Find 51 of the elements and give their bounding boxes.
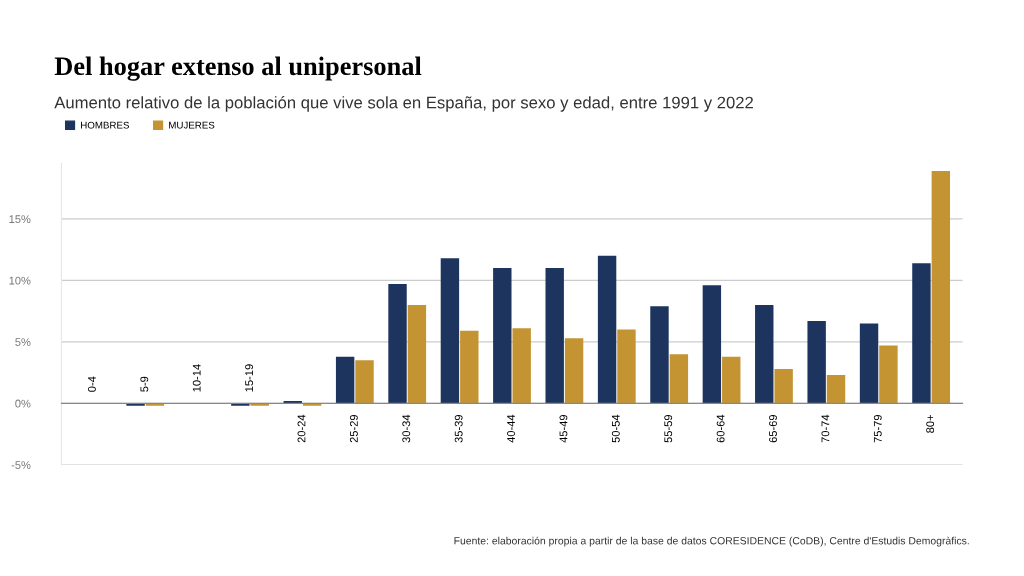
x-tick-label: 50-54: [611, 414, 620, 443]
y-tick-label: 5%: [15, 338, 31, 347]
bar: [355, 360, 374, 404]
bar: [807, 320, 826, 404]
chart-subtitle: Aumento relativo de la población que vive sola en España, por sexo y edad, entre 1991 y 2022: [54, 96, 753, 112]
bar: [859, 323, 879, 404]
x-tick-label: 65-69: [769, 414, 777, 443]
x-tick-label: 45-49: [559, 414, 568, 443]
x-tick-label: 15-19: [245, 364, 254, 392]
x-tick-label: 70-74: [821, 414, 830, 443]
x-tick-label: 25-29: [349, 414, 358, 443]
bar: [669, 354, 689, 404]
y-tick-label: 10%: [9, 276, 31, 285]
bar: [493, 268, 512, 404]
x-tick-label: 80+: [926, 415, 935, 433]
x-tick-label: 10-14: [192, 364, 201, 392]
x-tick-label: 60-64: [716, 414, 725, 443]
x-tick-label: 0-4: [87, 376, 96, 392]
bar: [512, 328, 531, 404]
x-tick-label: 30-34: [402, 414, 411, 443]
bar: [440, 258, 460, 404]
x-tick-label: 35-39: [454, 414, 463, 443]
x-tick-label: 55-59: [664, 414, 673, 443]
bar: [755, 304, 774, 404]
bar: [879, 345, 898, 404]
legend-label: MUJERES: [169, 121, 215, 129]
x-tick-label: 40-44: [507, 414, 515, 443]
bar: [826, 375, 846, 404]
x-tick-label: 75-79: [873, 414, 882, 443]
y-tick-label: 15%: [9, 215, 31, 224]
bar: [931, 170, 951, 404]
bar: [617, 329, 636, 404]
bar: [650, 306, 669, 404]
bar: [564, 338, 584, 404]
y-tick-label: 0%: [15, 399, 31, 408]
x-tick-label: 5-9: [140, 376, 149, 392]
x-tick-label: 20-24: [297, 414, 306, 443]
bar: [335, 356, 355, 404]
bar: [545, 268, 564, 404]
bar: [774, 368, 793, 404]
bar: [407, 304, 427, 404]
source-note: Fuente: elaboración propia a partir de la base de datos CORESIDENCE (CoDB), Centre d'Estudis Demogràfics.: [454, 536, 969, 547]
bar: [597, 255, 617, 404]
bar: [722, 356, 741, 404]
y-tick-label: -5%: [11, 461, 31, 469]
chart-title: Del hogar extenso al unipersonal: [54, 56, 422, 81]
bar: [388, 284, 407, 404]
legend-label: HOMBRES: [81, 121, 129, 129]
bar: [912, 263, 931, 404]
bar: [460, 330, 479, 404]
bar: [702, 285, 722, 404]
